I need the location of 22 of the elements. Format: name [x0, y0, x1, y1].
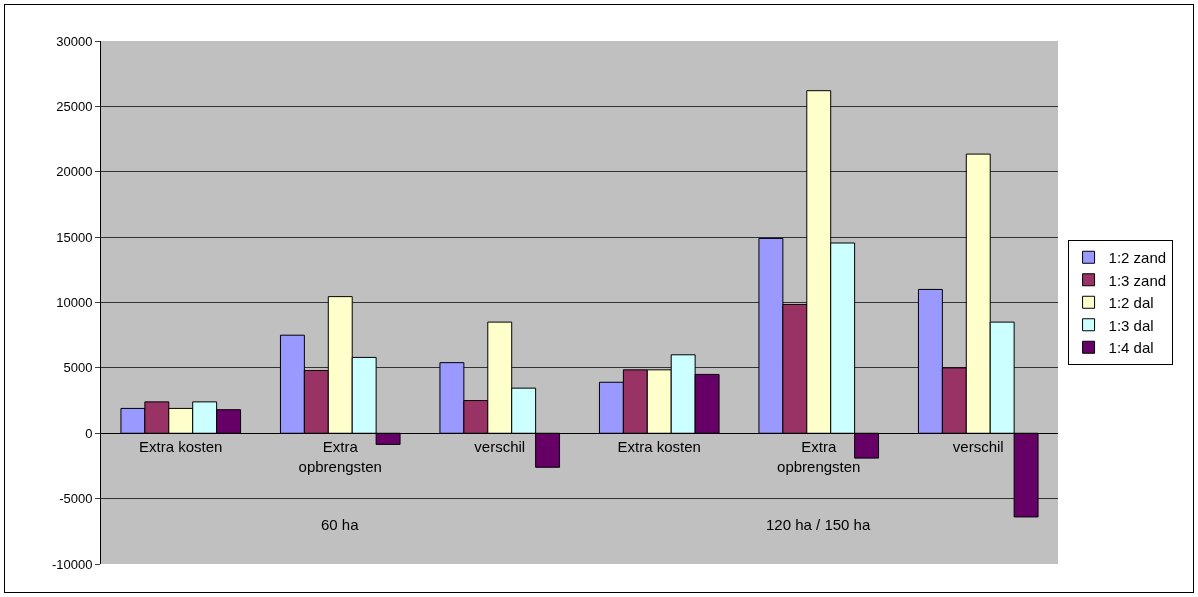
annotation: 60 ha: [321, 516, 360, 533]
legend-label: 1:2 dal: [1108, 294, 1154, 312]
y-tick-label: 25000: [56, 98, 93, 114]
legend-label: 1:3 dal: [1108, 316, 1154, 334]
x-tick-label: Extra opbrengsten: [777, 438, 861, 475]
y-tick-label: 10000: [56, 295, 93, 311]
x-tick-label: Extra opbrengsten: [298, 438, 382, 475]
y-tick-label: -5000: [59, 491, 93, 507]
y-tick-label: 0: [85, 425, 93, 441]
y-tick-label: 15000: [56, 229, 93, 245]
annotation: 120 ha / 150 ha: [766, 516, 871, 533]
y-tick-label: -10000: [51, 556, 93, 572]
y-tick-label: 30000: [56, 33, 93, 49]
x-tick-label: Extra kosten: [139, 438, 223, 456]
legend-label: 1:2 zand: [1108, 249, 1167, 267]
x-tick-label: Extra kosten: [617, 438, 701, 456]
y-tick-label: 20000: [56, 164, 93, 180]
legend-label: 1:4 dal: [1108, 339, 1154, 357]
y-tick-label: 5000: [63, 360, 93, 376]
legend-label: 1:3 zand: [1108, 271, 1167, 289]
x-tick-label: verschil: [474, 438, 526, 456]
x-tick-label: verschil: [952, 438, 1004, 456]
